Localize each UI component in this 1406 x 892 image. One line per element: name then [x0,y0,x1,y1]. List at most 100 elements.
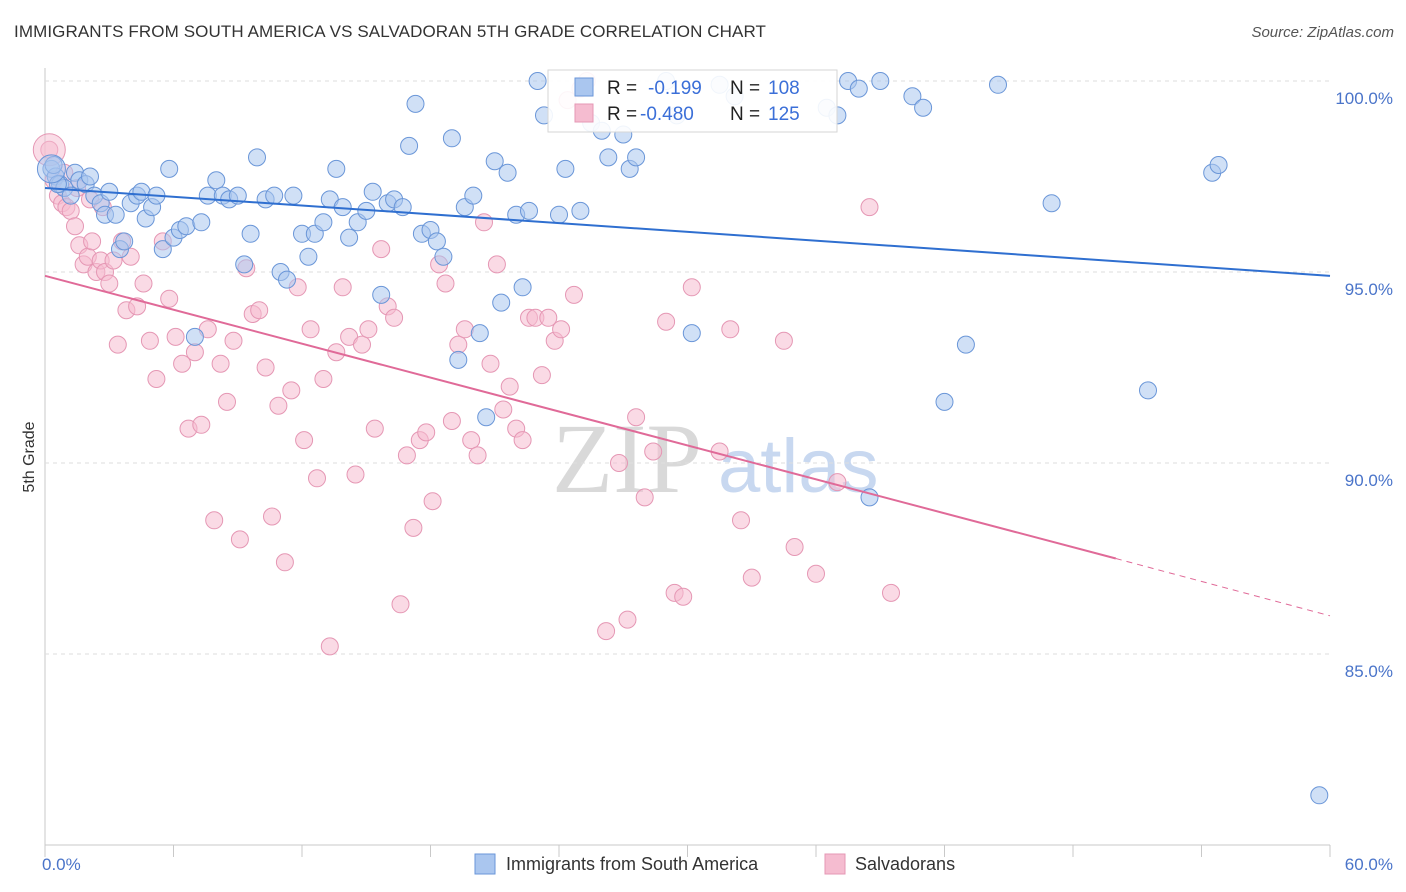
x-tick-marks [44,845,1331,857]
salvadoran-point [565,285,583,304]
south-america-point [470,324,489,343]
south-america-point [1310,786,1329,805]
salvadoran-point [732,511,750,530]
salvadoran-point [108,335,127,354]
series-legend: Immigrants from South America Salvadoran… [474,853,955,875]
south-america-point [599,148,618,167]
south-america-point [935,392,954,411]
salvadoran-point [365,419,384,438]
salvadoran-point [166,327,185,346]
salvadoran-point [532,366,551,385]
legend-swatch-pink [574,103,594,123]
south-america-point [513,278,532,297]
legend-r-label-pink: R = [607,104,637,125]
salvadoran-point [860,198,879,217]
salvadoran-point [269,396,288,415]
south-america-point [185,327,204,346]
y-tick-label: 85.0% [1345,662,1393,681]
salvadoran-point [218,392,236,411]
watermark: ZIP atlas [552,403,879,514]
salvadoran-point [468,446,487,465]
salvadoran-point [742,568,761,587]
salvadoran-point [314,370,333,388]
legend-swatch-blue [574,77,594,97]
salvadoran-point [61,201,80,220]
y-tick-label: 90.0% [1345,471,1393,490]
south-america-point [160,159,179,178]
salvadoran-point [481,354,500,373]
salvadoran-point [462,431,481,450]
salvadoran-point [644,442,663,461]
south-america-point [1139,381,1157,400]
legend-r-value-pink: -0.480 [640,104,694,125]
salvadoran-point [100,274,119,293]
south-america-point [235,255,254,274]
south-america-point [132,182,151,201]
south-america-point [406,94,425,113]
salvadoran-point [134,274,153,293]
south-america-point [464,186,483,205]
south-america-point [520,201,538,220]
salvadoran-point [391,595,410,614]
south-america-point [550,205,568,224]
salvadoran-point [282,381,301,400]
trend-lines [44,186,1331,617]
south-america-point [556,159,575,178]
south-america-point [284,186,303,205]
south-america-point-large [36,154,66,184]
south-america-point [914,98,933,117]
legend-n-value-blue: 108 [768,78,800,99]
salvadoran-point [436,274,455,293]
salvadoran-point [256,358,275,377]
salvadoran-point [224,331,243,350]
south-america-point [528,72,547,90]
salvadoran-point [423,492,442,511]
south-america-point [314,213,333,232]
south-america-point [372,285,391,304]
salvadoran-point [539,308,558,327]
south-america-point [207,171,226,190]
salvadoran-point [140,331,159,350]
bottom-legend-label-pink: Salvadorans [855,854,955,874]
south-america-point [427,232,446,251]
south-america-point [871,72,890,90]
south-america-point [340,228,359,247]
y-axis-label: 5th Grade [21,421,38,492]
salvadoran-point [147,370,166,388]
salvadoran-point [674,587,693,606]
salvadoran-point [500,377,519,396]
south-america-point [241,224,260,243]
south-america-point [498,163,517,182]
salvadoran-point [346,465,365,484]
salvadoran-point [250,301,269,320]
salvadoran-point [417,423,436,442]
salvadoran-point [308,469,326,488]
salvadoran-point [618,610,637,629]
salvadoran-point [83,232,102,251]
salvadoran-point [828,473,847,492]
legend-n-value-pink: 125 [768,104,800,125]
south-america-point [248,148,266,167]
south-america-point [400,136,419,155]
salvadoran-point [295,431,314,450]
salvadoran-point [173,354,192,373]
watermark-atlas: atlas [718,424,879,509]
south-america-point [153,240,172,259]
y-tick-label: 95.0% [1345,280,1393,299]
salvadoran-point [774,331,793,350]
grid-lines [45,80,1330,655]
salvadoran-point [882,583,900,602]
south-america-point [485,152,504,171]
salvadoran-point [160,289,179,308]
salvadoran-point [487,255,506,274]
x-tick-label-min: 0.0% [42,855,81,874]
salvadoran-point [597,622,616,641]
south-america-point [327,159,346,178]
south-america-point [198,186,217,205]
south-america-point [1209,156,1228,174]
bottom-legend-swatch-pink [824,853,846,875]
salvadoran-point [494,400,513,419]
south-america-point [449,350,468,369]
south-america-point [956,335,975,354]
